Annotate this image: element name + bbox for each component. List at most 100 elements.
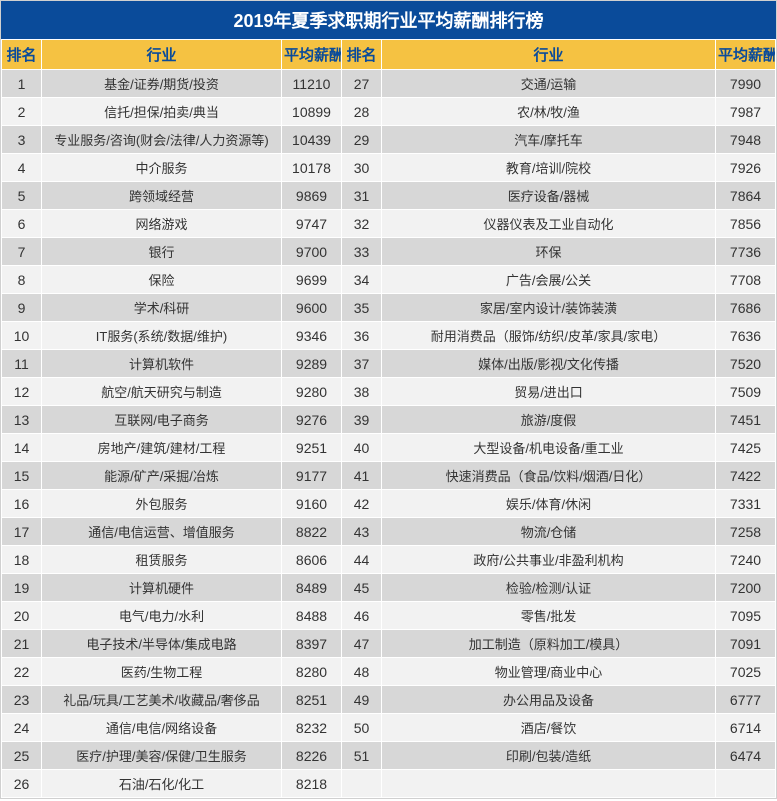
salary-cell: 9700 xyxy=(282,238,342,266)
rank-cell: 40 xyxy=(342,434,382,462)
table-row: 4中介服务1017830教育/培训/院校7926 xyxy=(2,154,776,182)
salary-cell: 7451 xyxy=(716,406,776,434)
header-industry-right: 行业 xyxy=(382,40,716,70)
salary-cell: 10899 xyxy=(282,98,342,126)
industry-cell: 零售/批发 xyxy=(382,602,716,630)
rank-cell: 48 xyxy=(342,658,382,686)
salary-cell: 7736 xyxy=(716,238,776,266)
industry-cell: 基金/证券/期货/投资 xyxy=(42,70,282,98)
rank-cell: 1 xyxy=(2,70,42,98)
rank-cell: 15 xyxy=(2,462,42,490)
salary-cell: 8397 xyxy=(282,630,342,658)
table-row: 23礼品/玩具/工艺美术/收藏品/奢侈品825149办公用品及设备6777 xyxy=(2,686,776,714)
industry-cell: 学术/科研 xyxy=(42,294,282,322)
salary-cell: 7025 xyxy=(716,658,776,686)
industry-cell: 快速消费品（食品/饮料/烟酒/日化） xyxy=(382,462,716,490)
rank-cell: 34 xyxy=(342,266,382,294)
industry-cell: 农/林/牧/渔 xyxy=(382,98,716,126)
industry-cell: 广告/会展/公关 xyxy=(382,266,716,294)
rank-cell: 21 xyxy=(2,630,42,658)
industry-cell: 大型设备/机电设备/重工业 xyxy=(382,434,716,462)
table-title: 2019年夏季求职期行业平均薪酬排行榜 xyxy=(1,1,776,39)
industry-cell: 租赁服务 xyxy=(42,546,282,574)
salary-cell: 7509 xyxy=(716,378,776,406)
industry-cell: 银行 xyxy=(42,238,282,266)
rank-cell: 5 xyxy=(2,182,42,210)
industry-cell: 酒店/餐饮 xyxy=(382,714,716,742)
rank-cell: 22 xyxy=(2,658,42,686)
rank-cell: 4 xyxy=(2,154,42,182)
table-body: 1基金/证券/期货/投资1121027交通/运输79902信托/担保/拍卖/典当… xyxy=(2,70,776,798)
industry-cell: 中介服务 xyxy=(42,154,282,182)
table-row: 5跨领域经营986931医疗设备/器械7864 xyxy=(2,182,776,210)
industry-cell: 环保 xyxy=(382,238,716,266)
table-row: 3专业服务/咨询(财会/法律/人力资源等)1043929汽车/摩托车7948 xyxy=(2,126,776,154)
rank-cell: 49 xyxy=(342,686,382,714)
table-row: 24通信/电信/网络设备823250酒店/餐饮6714 xyxy=(2,714,776,742)
table-row: 9学术/科研960035家居/室内设计/装饰装潢7686 xyxy=(2,294,776,322)
header-salary-right: 平均薪酬 xyxy=(716,40,776,70)
salary-cell: 8218 xyxy=(282,770,342,798)
salary-cell: 7422 xyxy=(716,462,776,490)
industry-cell: 旅游/度假 xyxy=(382,406,716,434)
industry-cell: 石油/石化/化工 xyxy=(42,770,282,798)
table-row: 21电子技术/半导体/集成电路839747加工制造（原料加工/模具）7091 xyxy=(2,630,776,658)
rank-cell xyxy=(342,770,382,798)
salary-cell: 7095 xyxy=(716,602,776,630)
table-row: 2信托/担保/拍卖/典当1089928农/林/牧/渔7987 xyxy=(2,98,776,126)
salary-cell: 8488 xyxy=(282,602,342,630)
rank-cell: 26 xyxy=(2,770,42,798)
rank-cell: 17 xyxy=(2,518,42,546)
table-row: 8保险969934广告/会展/公关7708 xyxy=(2,266,776,294)
table-row: 11计算机软件928937媒体/出版/影视/文化传播7520 xyxy=(2,350,776,378)
industry-cell: 媒体/出版/影视/文化传播 xyxy=(382,350,716,378)
industry-cell: 专业服务/咨询(财会/法律/人力资源等) xyxy=(42,126,282,154)
rank-cell: 27 xyxy=(342,70,382,98)
salary-cell: 10439 xyxy=(282,126,342,154)
salary-cell: 7240 xyxy=(716,546,776,574)
rank-cell: 7 xyxy=(2,238,42,266)
table-row: 17通信/电信运营、增值服务882243物流/仓储7258 xyxy=(2,518,776,546)
industry-cell: 医疗/护理/美容/保健/卫生服务 xyxy=(42,742,282,770)
header-salary-left: 平均薪酬 xyxy=(282,40,342,70)
rank-cell: 24 xyxy=(2,714,42,742)
salary-cell: 9747 xyxy=(282,210,342,238)
salary-cell: 6777 xyxy=(716,686,776,714)
rank-cell: 51 xyxy=(342,742,382,770)
industry-cell: 教育/培训/院校 xyxy=(382,154,716,182)
table-row: 14房地产/建筑/建材/工程925140大型设备/机电设备/重工业7425 xyxy=(2,434,776,462)
salary-cell: 8232 xyxy=(282,714,342,742)
header-industry-left: 行业 xyxy=(42,40,282,70)
rank-cell: 2 xyxy=(2,98,42,126)
table-row: 7银行970033环保7736 xyxy=(2,238,776,266)
rank-cell: 10 xyxy=(2,322,42,350)
salary-cell: 6714 xyxy=(716,714,776,742)
salary-cell: 7987 xyxy=(716,98,776,126)
rank-cell: 44 xyxy=(342,546,382,574)
salary-cell: 9177 xyxy=(282,462,342,490)
salary-cell: 9160 xyxy=(282,490,342,518)
industry-cell: 计算机软件 xyxy=(42,350,282,378)
rank-cell: 6 xyxy=(2,210,42,238)
industry-cell: 家居/室内设计/装饰装潢 xyxy=(382,294,716,322)
rank-cell: 16 xyxy=(2,490,42,518)
salary-cell: 9346 xyxy=(282,322,342,350)
rank-cell: 42 xyxy=(342,490,382,518)
salary-cell: 8280 xyxy=(282,658,342,686)
table-row: 22医药/生物工程828048物业管理/商业中心7025 xyxy=(2,658,776,686)
salary-cell: 7091 xyxy=(716,630,776,658)
header-rank-left: 排名 xyxy=(2,40,42,70)
industry-cell xyxy=(382,770,716,798)
rank-cell: 36 xyxy=(342,322,382,350)
industry-cell: 信托/担保/拍卖/典当 xyxy=(42,98,282,126)
industry-cell: 医疗设备/器械 xyxy=(382,182,716,210)
salary-cell: 8489 xyxy=(282,574,342,602)
rank-cell: 45 xyxy=(342,574,382,602)
rank-cell: 11 xyxy=(2,350,42,378)
industry-cell: 印刷/包装/造纸 xyxy=(382,742,716,770)
industry-cell: 加工制造（原料加工/模具） xyxy=(382,630,716,658)
rank-cell: 14 xyxy=(2,434,42,462)
rank-cell: 32 xyxy=(342,210,382,238)
industry-cell: 物业管理/商业中心 xyxy=(382,658,716,686)
industry-cell: 贸易/进出口 xyxy=(382,378,716,406)
